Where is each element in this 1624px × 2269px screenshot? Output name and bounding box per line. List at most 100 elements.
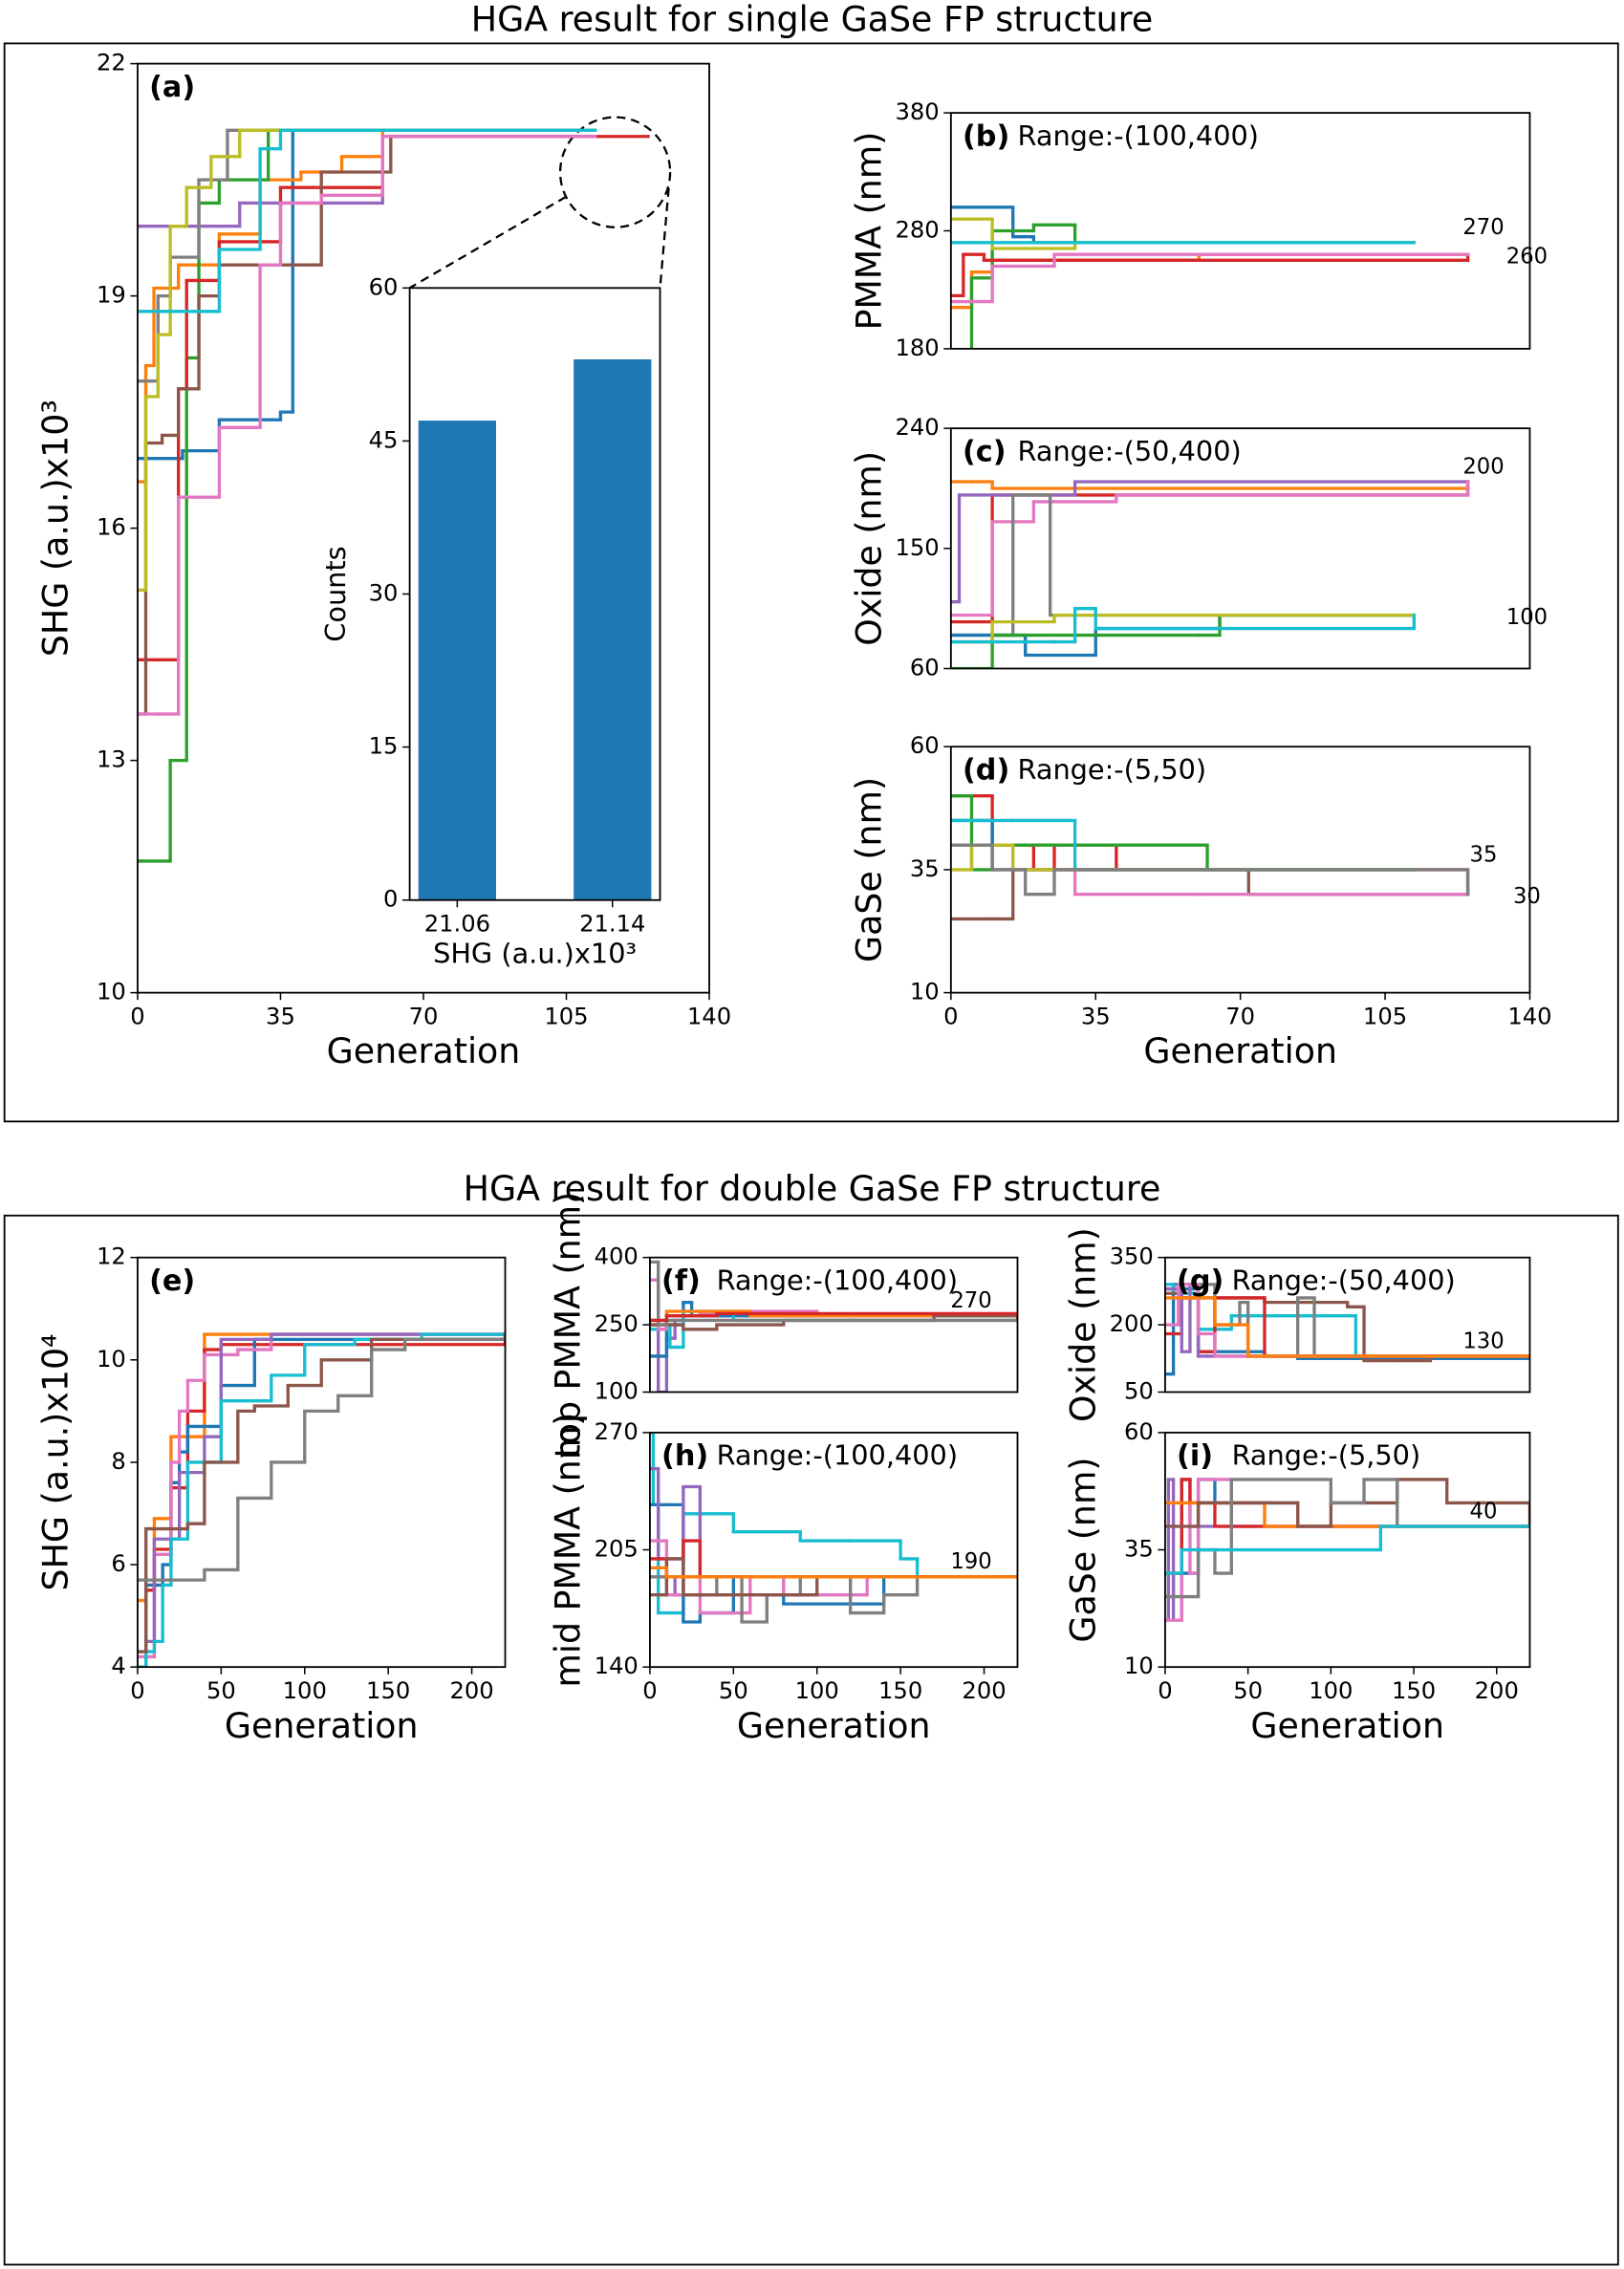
x-tick-label: 100 bbox=[1309, 1677, 1353, 1704]
end-label: 270 bbox=[950, 1288, 991, 1313]
series bbox=[649, 1566, 1018, 1579]
plot-lines bbox=[950, 480, 1470, 669]
section-frame bbox=[3, 42, 1619, 1123]
bar bbox=[574, 359, 652, 900]
x-tick-label: 0 bbox=[1158, 1677, 1172, 1704]
range-annotation: Range:-(50,400) bbox=[1017, 435, 1241, 467]
y-tick-label: 35 bbox=[910, 855, 940, 882]
x-tick-label: 35 bbox=[266, 1003, 295, 1029]
y-axis-label: SHG (a.u.)x10⁴ bbox=[35, 1333, 76, 1590]
x-tick-label: 70 bbox=[409, 1003, 439, 1029]
x-tick-label: 0 bbox=[943, 1003, 958, 1029]
panel: 4 6 8 10 12 0 50 100 150 200 Generation SHG (a.u.)x… bbox=[35, 1243, 507, 1746]
panel: 10 35 60 0 35 70 105 140 Generation GaSe (nm) 35 30… bbox=[849, 732, 1552, 1071]
y-tick-label: 60 bbox=[910, 654, 940, 681]
axes-frame bbox=[1164, 1256, 1531, 1394]
x-tick-label: 70 bbox=[1225, 1003, 1255, 1029]
x-axis-label: Generation bbox=[225, 1705, 419, 1746]
x-tick-label: 35 bbox=[1081, 1003, 1111, 1029]
series bbox=[950, 843, 1470, 897]
y-tick-label: 35 bbox=[1124, 1536, 1154, 1563]
range-annotation: Range:-(5,50) bbox=[1232, 1439, 1421, 1472]
x-tick-label: 0 bbox=[130, 1677, 144, 1704]
plot-lines bbox=[950, 205, 1470, 349]
x-tick-label: 150 bbox=[878, 1677, 922, 1704]
y-tick-label: 10 bbox=[97, 1346, 126, 1372]
y-tick-label: 10 bbox=[910, 979, 940, 1005]
panel-label: (e) bbox=[149, 1264, 195, 1298]
series bbox=[1164, 1296, 1530, 1358]
x-axis-label: Generation bbox=[1250, 1705, 1444, 1746]
zoom-line bbox=[659, 187, 670, 289]
y-tick-label: 13 bbox=[97, 746, 126, 773]
y-tick-label: 180 bbox=[896, 335, 940, 361]
series bbox=[137, 135, 597, 716]
y-tick-label: 0 bbox=[383, 886, 398, 913]
axes-frame bbox=[137, 62, 710, 994]
y-tick-label: 250 bbox=[595, 1310, 639, 1337]
x-tick-label: 0 bbox=[642, 1677, 657, 1704]
series bbox=[950, 252, 1470, 298]
y-axis-label: Counts bbox=[319, 546, 352, 641]
x-tick-label: 50 bbox=[719, 1677, 748, 1704]
axes-frame bbox=[949, 112, 1531, 350]
x-tick-label: 21.06 bbox=[424, 910, 490, 937]
y-tick-label: 200 bbox=[1110, 1310, 1154, 1337]
range-annotation: Range:-(100,400) bbox=[717, 1439, 959, 1472]
series bbox=[1164, 1524, 1530, 1575]
x-tick-label: 140 bbox=[687, 1003, 731, 1029]
end-label: 100 bbox=[1506, 605, 1548, 630]
y-tick-label: 6 bbox=[111, 1550, 125, 1577]
y-tick-label: 60 bbox=[910, 732, 940, 759]
range-annotation: Range:-(100,400) bbox=[717, 1264, 959, 1296]
axes-frame bbox=[408, 287, 661, 901]
x-tick-label: 150 bbox=[1392, 1677, 1436, 1704]
y-tick-label: 45 bbox=[369, 426, 399, 453]
y-tick-label: 50 bbox=[1124, 1377, 1154, 1404]
y-tick-label: 240 bbox=[896, 414, 940, 441]
y-tick-label: 10 bbox=[1124, 1653, 1154, 1679]
x-tick-label: 50 bbox=[206, 1677, 236, 1704]
section-frame bbox=[3, 1214, 1619, 2266]
y-tick-label: 12 bbox=[97, 1243, 126, 1270]
x-tick-label: 200 bbox=[1475, 1677, 1519, 1704]
y-tick-label: 60 bbox=[1124, 1418, 1154, 1445]
y-tick-label: 350 bbox=[1110, 1243, 1154, 1270]
series bbox=[950, 252, 1470, 304]
x-tick-label: 21.14 bbox=[579, 910, 645, 937]
x-axis-label: Generation bbox=[327, 1030, 521, 1071]
section-title: HGA result for single GaSe FP structure bbox=[471, 0, 1153, 40]
plot-lines bbox=[950, 794, 1470, 921]
section-title: HGA result for double GaSe FP structure bbox=[464, 1168, 1161, 1209]
x-tick-label: 140 bbox=[1507, 1003, 1551, 1029]
panel-label: (a) bbox=[149, 71, 195, 104]
y-axis-label: Oxide (nm) bbox=[849, 451, 890, 646]
series bbox=[649, 1311, 1018, 1323]
y-axis-label: Oxide (nm) bbox=[1063, 1227, 1104, 1422]
x-tick-label: 100 bbox=[795, 1677, 839, 1704]
axes-frame bbox=[649, 1431, 1019, 1669]
panel-label: (c) bbox=[963, 435, 1007, 468]
y-tick-label: 150 bbox=[896, 534, 940, 561]
y-axis-label: GaSe (nm) bbox=[1063, 1457, 1104, 1642]
y-tick-label: 4 bbox=[111, 1653, 125, 1679]
y-axis-label: SHG (a.u.)x10³ bbox=[35, 400, 76, 657]
y-tick-label: 60 bbox=[369, 273, 399, 300]
series bbox=[137, 1332, 506, 1653]
x-tick-label: 50 bbox=[1233, 1677, 1263, 1704]
y-tick-label: 15 bbox=[369, 733, 399, 760]
y-tick-label: 8 bbox=[111, 1448, 125, 1475]
y-tick-label: 10 bbox=[97, 979, 126, 1005]
x-tick-label: 0 bbox=[130, 1003, 144, 1029]
x-tick-label: 105 bbox=[544, 1003, 588, 1029]
series bbox=[950, 606, 1417, 644]
end-label: 270 bbox=[1462, 215, 1504, 240]
x-axis-label: SHG (a.u.)x10³ bbox=[433, 937, 637, 969]
y-tick-label: 400 bbox=[595, 1243, 639, 1270]
plot-lines bbox=[649, 1260, 1018, 1393]
axes-frame bbox=[137, 1256, 507, 1669]
